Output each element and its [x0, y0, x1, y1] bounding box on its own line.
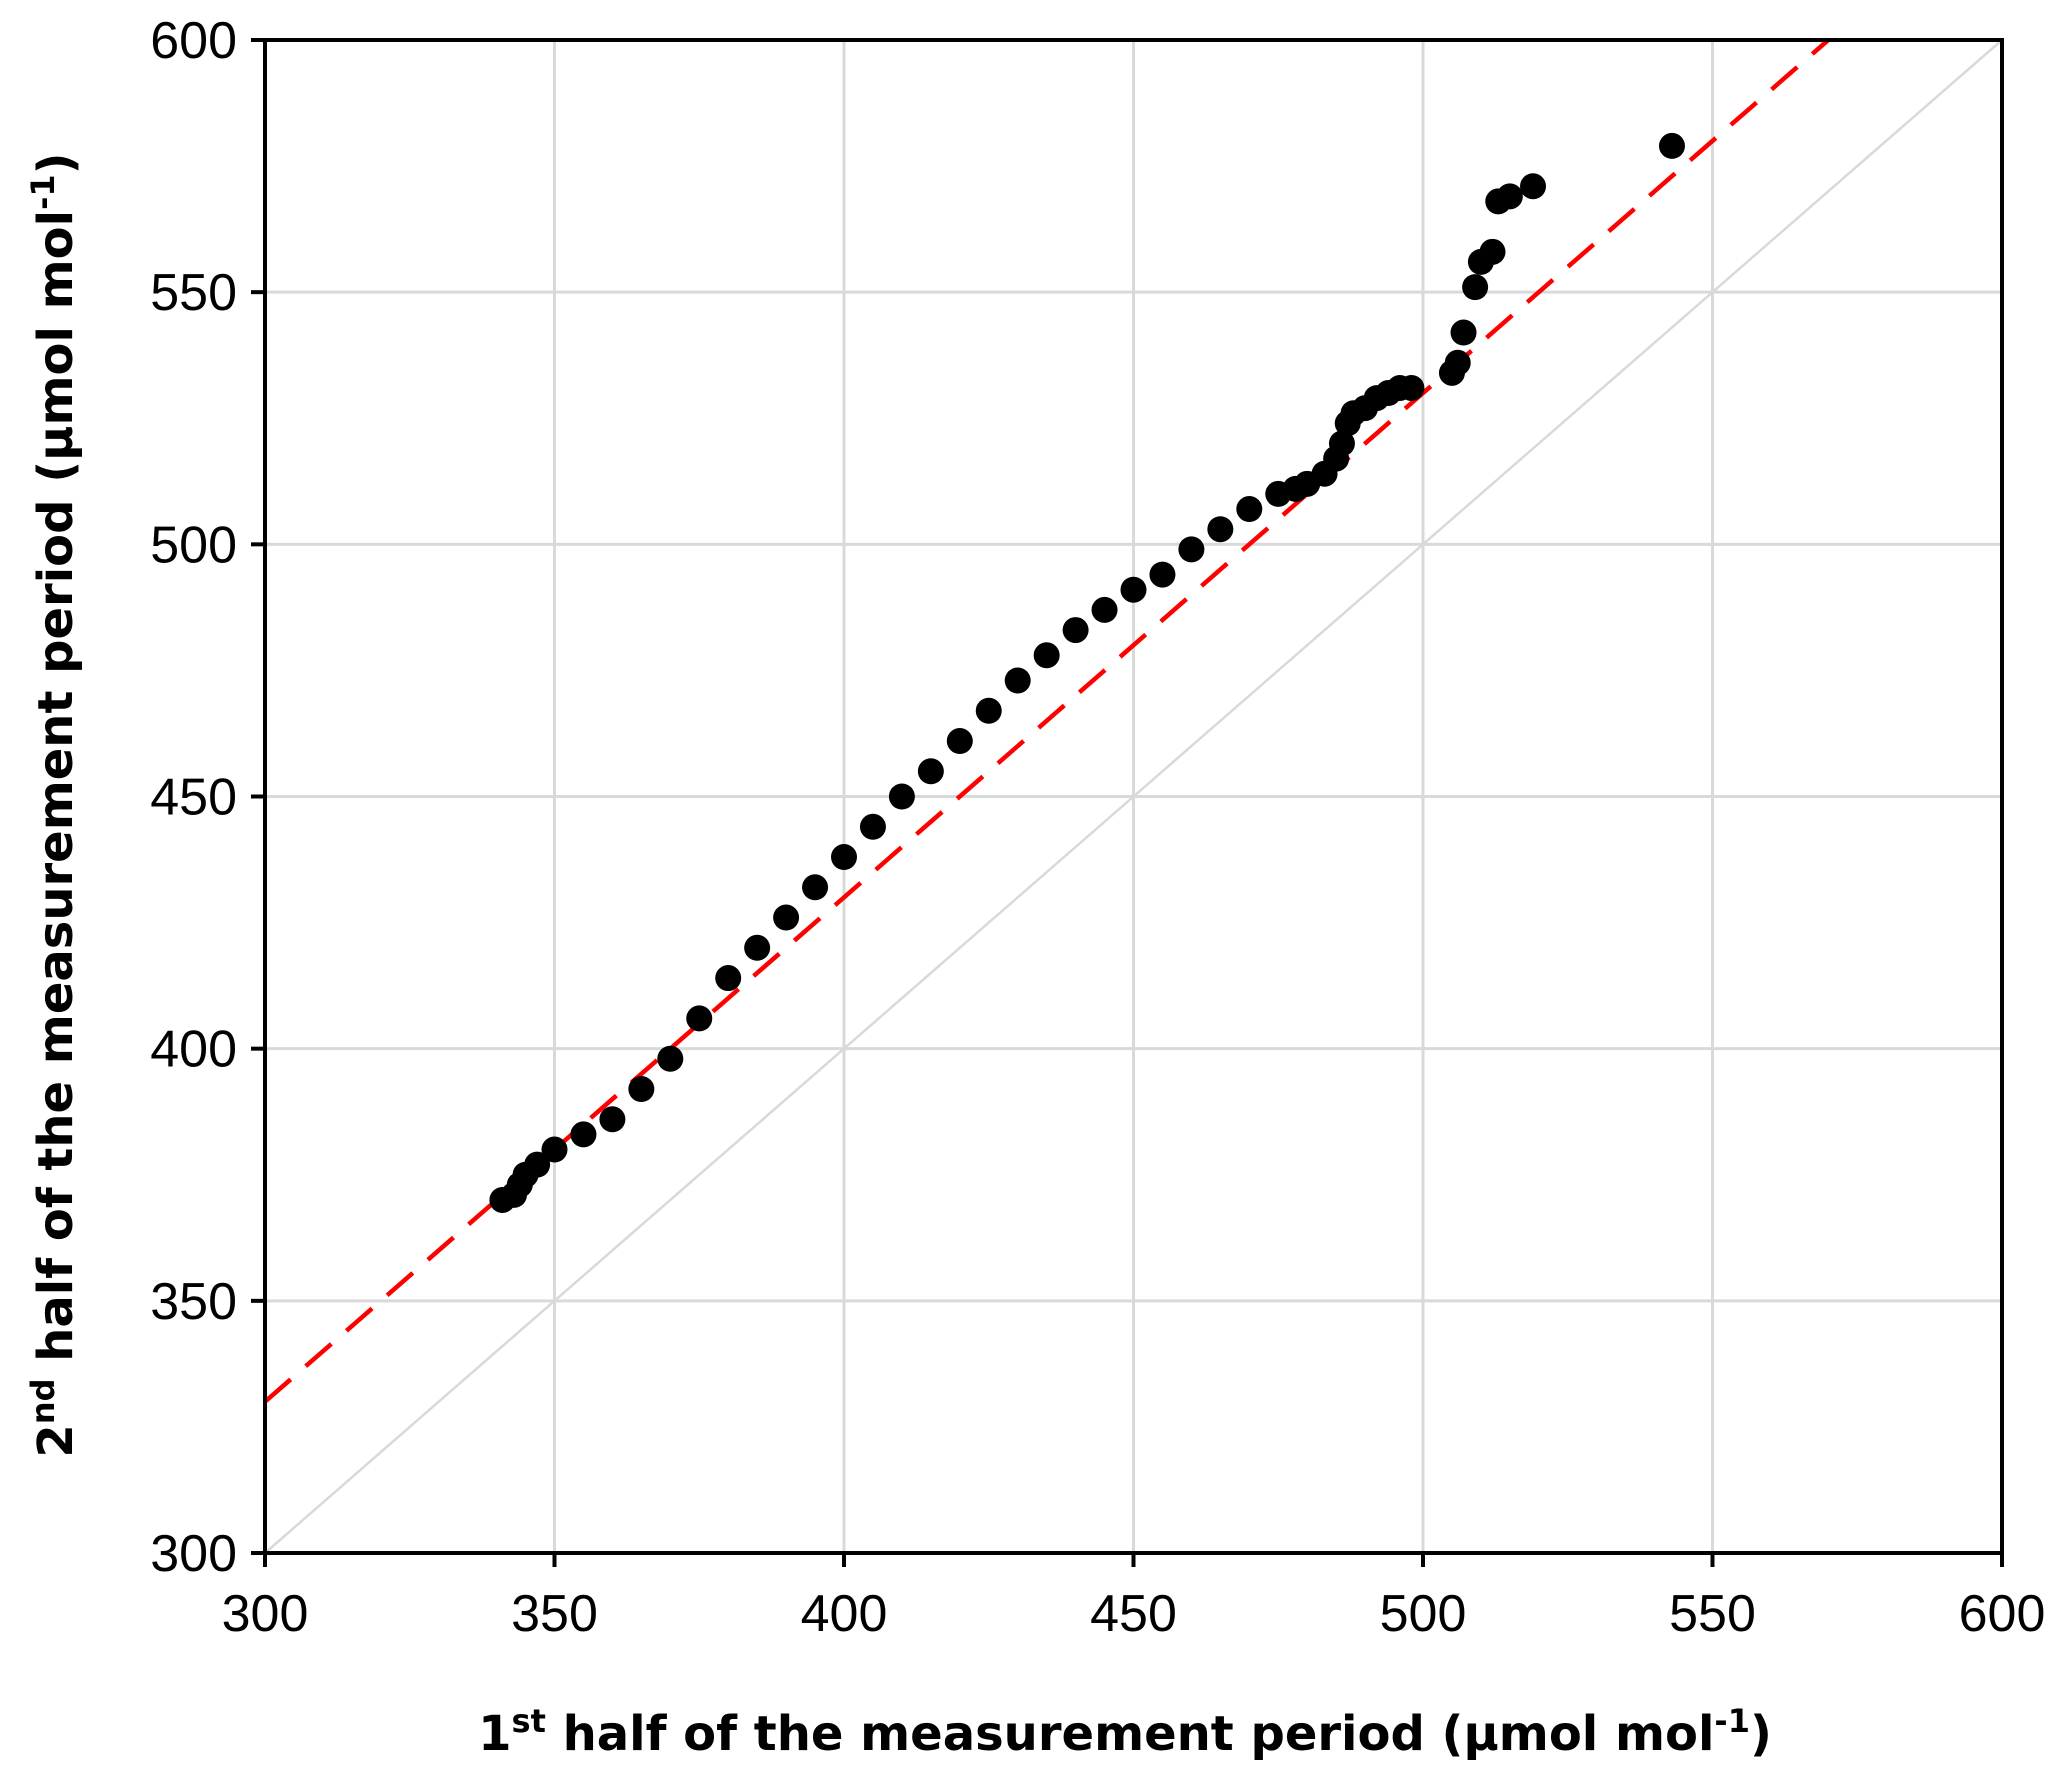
- x-tick-label-5: 550: [1669, 1585, 1756, 1643]
- y-axis-title-pre: 2: [28, 1424, 84, 1457]
- y-axis-title-post: ): [28, 152, 84, 174]
- data-point-0-24: [1091, 596, 1118, 623]
- data-point-0-9: [657, 1045, 684, 1072]
- one-to-one-line: [264, 39, 2003, 1554]
- y-axis-title-sup2: -1: [24, 174, 62, 210]
- y-tick-labels: 300 350 400 450 500 550 600: [150, 12, 237, 1583]
- data-point-0-23: [1062, 617, 1089, 644]
- y-tick-label-3: 450: [150, 769, 237, 827]
- y-axis-title-mid: half of the measurement period (µmol mol: [28, 210, 84, 1379]
- x-axis-title-post: ): [1750, 1706, 1772, 1762]
- data-point-0-28: [1207, 516, 1234, 543]
- y-tick-label-4: 500: [150, 516, 237, 574]
- data-point-0-51: [1520, 173, 1547, 200]
- y-tick-label-1: 350: [150, 1273, 237, 1331]
- data-point-0-7: [599, 1106, 626, 1133]
- x-tick-label-1: 350: [511, 1585, 598, 1643]
- y-tick-label-0: 300: [150, 1525, 237, 1583]
- data-point-0-21: [1004, 667, 1031, 694]
- data-point-0-50: [1496, 183, 1523, 210]
- x-tick-label-6: 600: [1959, 1585, 2046, 1643]
- data-point-0-13: [773, 904, 800, 931]
- data-point-0-25: [1120, 576, 1147, 603]
- x-tick-label-0: 300: [222, 1585, 309, 1643]
- data-point-0-11: [715, 965, 742, 992]
- data-point-0-26: [1149, 561, 1176, 588]
- x-tick-labels: 300 350 400 450 500 550 600: [222, 1585, 2046, 1643]
- y-tick-label-6: 600: [150, 12, 237, 70]
- data-point-0-46: [1462, 274, 1489, 301]
- data-point-0-22: [1033, 642, 1060, 669]
- data-point-0-14: [802, 874, 829, 901]
- x-axis-title-mid: half of the measurement period (µmol mol: [546, 1706, 1715, 1762]
- x-axis-title-sup: st: [512, 1702, 546, 1740]
- data-point-0-5: [541, 1136, 568, 1163]
- y-axis-title: 2nd half of the measurement period (µmol…: [24, 152, 84, 1457]
- data-point-0-44: [1444, 349, 1471, 376]
- data-point-0-18: [917, 758, 944, 785]
- data-point-0-10: [686, 1005, 713, 1032]
- data-point-0-6: [570, 1121, 597, 1148]
- x-tick-label-3: 450: [1090, 1585, 1177, 1643]
- y-tick-label-5: 550: [150, 264, 237, 322]
- x-tick-label-2: 400: [801, 1585, 888, 1643]
- data-point-0-27: [1178, 536, 1205, 563]
- data-point-0-45: [1450, 319, 1477, 346]
- axis-ticks: [251, 38, 2004, 1567]
- data-point-0-12: [744, 934, 771, 961]
- data-point-0-17: [888, 783, 915, 810]
- data-point-0-16: [859, 813, 886, 840]
- data-point-0-35: [1328, 430, 1355, 457]
- data-point-0-4: [524, 1151, 551, 1178]
- data-point-0-19: [946, 728, 973, 755]
- x-axis-title: 1st half of the measurement period (µmol…: [478, 1702, 1772, 1762]
- x-tick-label-4: 500: [1380, 1585, 1467, 1643]
- x-axis-title-sup2: -1: [1714, 1702, 1750, 1740]
- data-point-0-15: [831, 844, 857, 871]
- data-point-0-20: [975, 697, 1002, 724]
- data-point-0-29: [1236, 496, 1263, 523]
- data-points: [489, 132, 1685, 1213]
- x-axis-title-pre: 1: [478, 1706, 511, 1762]
- data-point-0-48: [1479, 238, 1506, 265]
- y-tick-label-2: 400: [150, 1021, 237, 1079]
- y-axis-title-sup: nd: [24, 1378, 62, 1424]
- data-point-0-52: [1658, 132, 1685, 159]
- data-point-0-8: [628, 1076, 655, 1103]
- data-point-0-42: [1398, 374, 1425, 401]
